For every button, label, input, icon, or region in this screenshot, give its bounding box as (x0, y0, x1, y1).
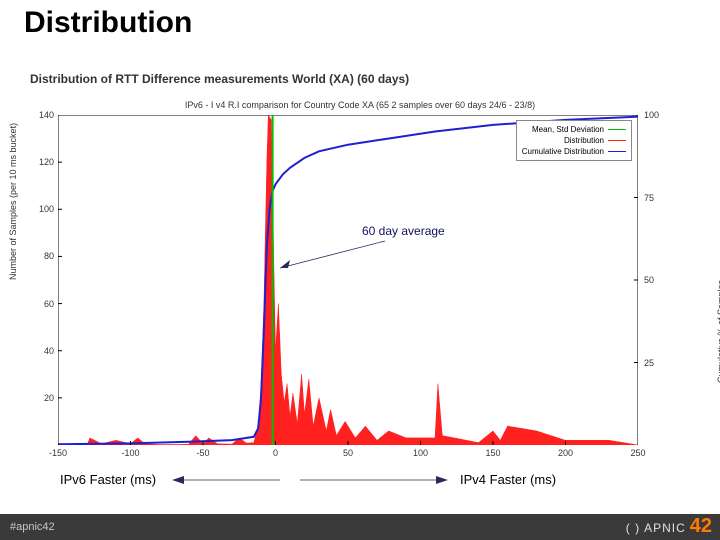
page-number: 42 (690, 515, 712, 538)
ytick-right: 100 (644, 110, 659, 120)
y-axis-label-left: Number of Samples (per 10 ms bucket) (8, 123, 18, 280)
ytick-left: 20 (24, 393, 54, 403)
xtick: -50 (196, 448, 209, 458)
xtick: 0 (273, 448, 278, 458)
ytick-right: 75 (644, 193, 654, 203)
legend: Mean, Std Deviation Distribution Cumulat… (516, 120, 632, 161)
xtick: -150 (49, 448, 67, 458)
ytick-left: 80 (24, 251, 54, 261)
xtick: -100 (121, 448, 139, 458)
plot-border (58, 115, 638, 445)
legend-item: Distribution (522, 135, 626, 146)
ytick-left: 140 (24, 110, 54, 120)
ytick-right: 50 (644, 275, 654, 285)
annotation-arrow-60day (270, 238, 390, 278)
chart-area (58, 115, 638, 445)
xtick: 100 (413, 448, 428, 458)
xtick: 250 (630, 448, 645, 458)
page-title: Distribution (24, 6, 192, 40)
annotation-60day: 60 day average (360, 224, 447, 238)
distribution-series (58, 115, 638, 445)
legend-swatch (608, 140, 626, 141)
chart-subtitle: IPv6 - I v4 R.I comparison for Country C… (0, 100, 720, 110)
ytick-right: 25 (644, 358, 654, 368)
legend-item: Mean, Std Deviation (522, 124, 626, 135)
axis-ticks (58, 115, 638, 445)
slide: Distribution Distribution of RTT Differe… (0, 0, 720, 540)
legend-swatch (608, 151, 626, 152)
chart-title: Distribution of RTT Difference measureme… (30, 72, 409, 86)
chart-svg (58, 115, 638, 445)
arrow-left (172, 473, 282, 487)
ytick-left: 40 (24, 346, 54, 356)
legend-item: Cumulative Distribution (522, 146, 626, 157)
xtick: 200 (558, 448, 573, 458)
xtick: 150 (485, 448, 500, 458)
annotation-ipv4-faster: IPv4 Faster (ms) (460, 472, 556, 487)
footer-logo-text: ( ) (626, 521, 640, 535)
ytick-left: 60 (24, 299, 54, 309)
annotation-ipv6-faster: IPv6 Faster (ms) (60, 472, 156, 487)
cumulative-series (58, 117, 638, 445)
ytick-left: 120 (24, 157, 54, 167)
footer-hashtag: #apnic42 (10, 521, 55, 533)
footer-logo: APNIC (644, 521, 686, 535)
footer-bar: #apnic42 ( ) APNIC 42 (0, 514, 720, 540)
arrow-right (298, 473, 448, 487)
footer-right: ( ) APNIC 42 (626, 515, 712, 538)
ytick-left: 100 (24, 204, 54, 214)
xtick: 50 (343, 448, 353, 458)
y-axis-label-right: Cumulative % of Samples (716, 280, 720, 383)
legend-swatch (608, 129, 626, 130)
